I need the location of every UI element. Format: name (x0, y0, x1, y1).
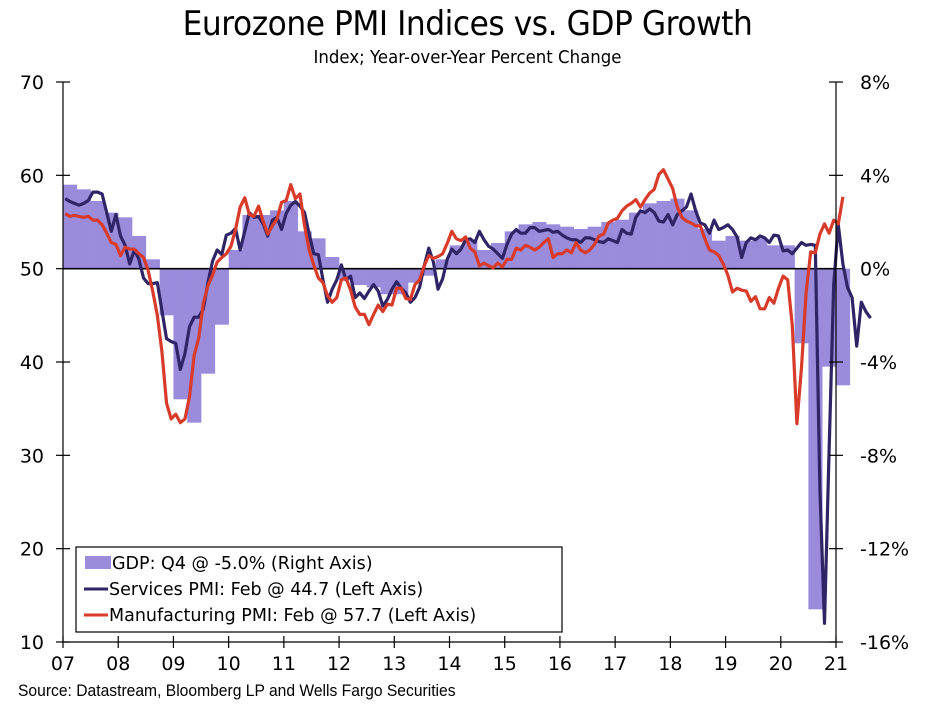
right-tick-label: -4% (860, 352, 897, 374)
left-tick-label: 20 (20, 539, 44, 561)
gdp-bar (421, 268, 436, 276)
gdp-bar (242, 215, 257, 269)
x-tick-label: 07 (51, 653, 75, 675)
gdp-bar (808, 268, 823, 610)
gdp-bar (159, 268, 174, 316)
tick-labels: 10 20 30 40 50 60 70 -16% -12% -8% -4% 0% 4% 8% 07 08 09… (20, 72, 909, 675)
x-tick-label: 19 (713, 653, 737, 675)
x-tick-label: 21 (824, 653, 848, 675)
left-tick-label: 60 (20, 165, 44, 187)
gdp-bar (76, 189, 91, 269)
gdp-bar (587, 226, 602, 269)
right-tick-label: 4% (860, 165, 890, 187)
gdp-bar (173, 268, 188, 400)
legend-label-gdp: GDP: Q4 @ -5.0% (Right Axis) (112, 554, 373, 574)
chart-title: Eurozone PMI Indices vs. GDP Growth (182, 4, 753, 44)
left-tick-label: 70 (20, 72, 44, 94)
x-tick-label: 20 (769, 653, 793, 675)
gdp-bar (656, 201, 671, 269)
legend-box (75, 546, 563, 633)
source-note: Source: Datastream, Bloomberg LP and Wel… (18, 681, 456, 700)
gdp-bar (615, 219, 630, 269)
x-tick-label: 16 (548, 653, 572, 675)
legend-label-services: Services PMI: Feb @ 44.7 (Left Axis) (109, 580, 423, 600)
gdp-bar (325, 257, 340, 269)
gdp-bar (90, 201, 105, 269)
gdp-bar (546, 224, 561, 269)
x-tick-label: 18 (658, 653, 682, 675)
x-tick-label: 14 (437, 653, 461, 675)
right-tick-label: 8% (860, 72, 890, 94)
tick-marks (56, 81, 843, 648)
pmi-lines (64, 168, 872, 625)
gdp-bar (214, 268, 229, 325)
gdp-bar (739, 240, 754, 269)
right-tick-label: -16% (860, 632, 909, 654)
gdp-bar (766, 245, 782, 269)
x-tick-label: 09 (161, 653, 185, 675)
manufacturing-pmi-line (64, 168, 845, 426)
gdp-bars (63, 184, 851, 610)
gdp-bar (836, 268, 851, 386)
right-tick-label: 0% (860, 259, 890, 281)
x-tick-label: 12 (327, 653, 351, 675)
left-tick-label: 30 (20, 445, 44, 467)
legend-label-manufacturing: Manufacturing PMI: Feb @ 57.7 (Left Axis… (109, 606, 476, 626)
gdp-bar (63, 184, 78, 269)
gdp-bar (228, 250, 243, 269)
gdp-bar (725, 236, 740, 269)
gdp-bar (463, 240, 478, 269)
gdp-bar (642, 203, 657, 269)
legend-swatch-gdp (85, 556, 111, 569)
left-tick-label: 10 (20, 632, 44, 654)
gdp-bar (145, 259, 160, 269)
gdp-bar (753, 238, 768, 269)
right-tick-label: -8% (860, 445, 897, 467)
left-tick-label: 50 (20, 259, 44, 281)
x-tick-label: 11 (272, 653, 296, 675)
gdp-bar (697, 229, 713, 269)
gdp-bar (339, 268, 354, 281)
gdp-bar (601, 222, 616, 269)
x-tick-label: 17 (603, 653, 627, 675)
right-tick-label: -12% (860, 539, 909, 561)
gdp-bar (352, 268, 367, 285)
left-tick-label: 40 (20, 352, 44, 374)
x-tick-label: 10 (217, 653, 241, 675)
gdp-bar (283, 201, 298, 269)
x-tick-label: 15 (493, 653, 517, 675)
x-tick-label: 13 (382, 653, 406, 675)
chart-subtitle: Index; Year-over-Year Percent Change (313, 47, 622, 68)
legend: GDP: Q4 @ -5.0% (Right Axis) Services PM… (75, 546, 563, 633)
gdp-bar (435, 259, 450, 269)
x-tick-label: 08 (106, 653, 130, 675)
gdp-bar (366, 268, 381, 288)
